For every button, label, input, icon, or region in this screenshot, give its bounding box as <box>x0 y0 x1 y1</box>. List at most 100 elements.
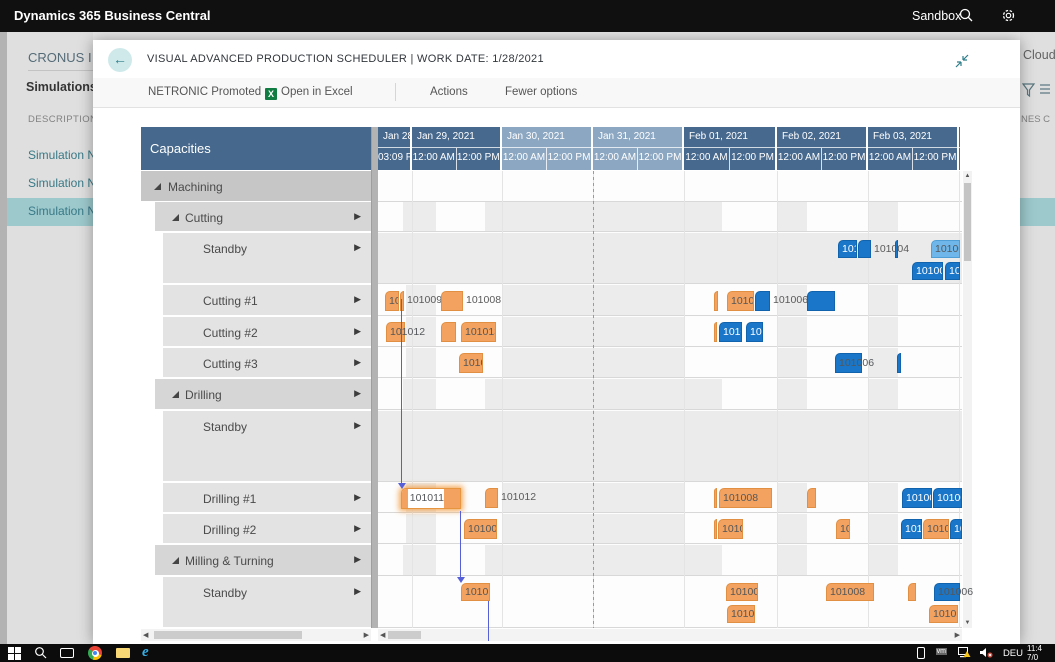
task-view-icon[interactable] <box>60 648 74 658</box>
gantt-row-drilling-1[interactable]: 101011 101012 101008 101006 10100 <box>378 483 962 513</box>
task-bar[interactable]: 1010 <box>459 353 483 373</box>
filter-icon[interactable] <box>1022 82 1052 98</box>
windows-start-icon[interactable] <box>8 647 22 661</box>
capacity-row-cutting[interactable]: Cutting ▶ <box>141 202 371 232</box>
capacity-row-standby-drilling[interactable]: Standby ▶ <box>141 411 371 482</box>
task-bar[interactable]: 10 <box>836 519 850 539</box>
task-bar[interactable] <box>755 291 770 311</box>
menu-fewer-options[interactable]: Fewer options <box>505 86 578 98</box>
scroll-right-arrow[interactable]: ▶ <box>954 632 960 639</box>
scroll-right-arrow[interactable]: ▶ <box>363 632 369 639</box>
task-bar[interactable] <box>441 291 463 311</box>
search-icon[interactable] <box>958 7 976 25</box>
task-bar[interactable]: 101008 <box>826 583 874 601</box>
capacity-row-machining[interactable]: Machining <box>141 171 371 202</box>
capacity-row-cutting-2[interactable]: Cutting #2 ▶ <box>141 317 371 347</box>
gantt-row-cutting-3[interactable]: 1010 101006 <box>378 348 962 378</box>
gantt-row-cutting[interactable] <box>378 202 962 232</box>
task-bar[interactable] <box>895 240 898 258</box>
gantt-row-standby-milling[interactable]: 1010 101009 101008 101006 10101. 10101. <box>378 577 973 628</box>
scroll-left-arrow[interactable]: ◀ <box>380 632 386 639</box>
taskbar-clock[interactable]: 11:4 7/0 <box>1027 644 1055 662</box>
chrome-icon[interactable] <box>88 646 102 660</box>
list-item[interactable]: Simulation N <box>28 148 93 162</box>
task-bar[interactable]: 1010 <box>727 291 754 311</box>
internet-explorer-icon[interactable]: e <box>142 644 149 660</box>
gantt-row-standby-cutting[interactable]: 101 101004 10100 10100 101 <box>378 233 962 284</box>
timescale-day[interactable] <box>959 127 962 170</box>
row-expand-arrow-icon[interactable]: ▶ <box>354 294 361 304</box>
list-item[interactable]: Simulation N <box>28 204 93 218</box>
pane-splitter[interactable] <box>371 127 378 628</box>
timescale-day[interactable]: Jan 29, 2021 12:00 AM 12:00 PM <box>412 127 502 170</box>
timescale-day[interactable]: Feb 01, 2021 12:00 AM 12:00 PM <box>684 127 777 170</box>
task-bar[interactable]: 101009 <box>464 519 497 539</box>
task-bar[interactable] <box>485 488 498 508</box>
volume-muted-icon[interactable] <box>980 647 993 658</box>
capacity-row-standby-cutting[interactable]: Standby ▶ <box>141 233 371 284</box>
task-bar[interactable]: 101012 <box>386 322 425 342</box>
scrollbar-thumb[interactable] <box>388 631 421 639</box>
task-bar[interactable]: 101 <box>838 240 857 258</box>
expand-triangle-icon[interactable] <box>172 557 179 564</box>
expand-triangle-icon[interactable] <box>154 183 161 190</box>
task-bar[interactable]: 101008 <box>719 488 772 508</box>
scroll-left-arrow[interactable]: ◀ <box>143 632 149 639</box>
task-bar[interactable]: 1010 <box>461 583 490 601</box>
back-button[interactable]: ← <box>108 48 132 72</box>
menu-actions[interactable]: Actions <box>430 86 468 98</box>
task-bar[interactable] <box>400 291 404 311</box>
scroll-down-arrow[interactable]: ▼ <box>964 620 971 626</box>
collapse-icon[interactable] <box>955 54 969 68</box>
tree-horizontal-scrollbar[interactable]: ◀ ▶ <box>141 629 371 641</box>
task-bar[interactable]: 10100 <box>931 240 960 258</box>
task-bar[interactable] <box>908 583 916 601</box>
list-item[interactable]: Simulation N <box>28 176 93 190</box>
scrollbar-thumb[interactable] <box>964 183 971 261</box>
row-expand-arrow-icon[interactable]: ▶ <box>354 586 361 596</box>
task-bar[interactable]: 101 <box>945 262 960 280</box>
task-bar[interactable]: 101 <box>746 322 763 342</box>
timescale-day[interactable]: Jan 28, 03:09 P <box>378 127 412 170</box>
task-bar[interactable] <box>858 240 871 258</box>
row-expand-arrow-icon[interactable]: ▶ <box>354 420 361 430</box>
capacity-row-drilling-2[interactable]: Drilling #2 ▶ <box>141 514 371 544</box>
capacity-row-cutting-1[interactable]: Cutting #1 ▶ <box>141 285 371 316</box>
open-in-excel-button[interactable]: X Open in Excel <box>265 86 353 100</box>
capacity-row-drilling[interactable]: Drilling ▶ <box>141 379 371 410</box>
gantt-row-cutting-1[interactable]: 10 101009 101008 1010 101006 <box>378 285 962 316</box>
gantt-row-cutting-2[interactable]: 101012 101013 1010 101 <box>378 317 962 347</box>
capacity-row-milling-turning[interactable]: Milling & Turning ▶ <box>141 545 371 576</box>
task-bar[interactable]: 10 <box>950 519 962 539</box>
task-bar[interactable] <box>714 291 718 311</box>
timescale-day[interactable]: Jan 30, 2021 12:00 AM 12:00 PM <box>502 127 593 170</box>
task-bar[interactable]: 10100 <box>933 488 962 508</box>
capacity-row-drilling-1[interactable]: Drilling #1 ▶ <box>141 483 371 513</box>
task-bar[interactable] <box>897 353 901 373</box>
timescale-day[interactable]: Feb 02, 2021 12:00 AM 12:00 PM <box>777 127 868 170</box>
task-bar[interactable]: 101013 <box>461 322 496 342</box>
language-indicator[interactable]: DEU <box>1002 648 1023 659</box>
network-warning-icon[interactable] <box>958 647 971 658</box>
settings-gear-icon[interactable] <box>1000 7 1018 25</box>
task-bar[interactable]: 101006 <box>902 488 932 508</box>
row-expand-arrow-icon[interactable]: ▶ <box>354 388 361 398</box>
task-bar[interactable]: 101006 <box>835 353 874 373</box>
capacity-row-cutting-3[interactable]: Cutting #3 ▶ <box>141 348 371 378</box>
gantt-row-milling-turning[interactable] <box>378 545 962 576</box>
selected-task-bar[interactable]: 101011 <box>401 488 461 509</box>
timescale-day[interactable]: Feb 03, 2021 12:00 AM 12:00 PM <box>868 127 959 170</box>
task-bar[interactable]: 101006 <box>934 583 973 601</box>
task-bar[interactable] <box>714 519 717 539</box>
capacity-row-standby-milling[interactable]: Standby ▶ <box>141 577 371 628</box>
task-bar[interactable]: 1010 <box>923 519 949 539</box>
task-bar[interactable]: 101 <box>901 519 922 539</box>
task-bar[interactable] <box>714 322 717 342</box>
row-expand-arrow-icon[interactable]: ▶ <box>354 211 361 221</box>
task-bar[interactable]: 10101. <box>929 605 958 623</box>
row-expand-arrow-icon[interactable]: ▶ <box>354 554 361 564</box>
expand-triangle-icon[interactable] <box>172 214 179 221</box>
row-expand-arrow-icon[interactable]: ▶ <box>354 523 361 533</box>
task-bar[interactable] <box>441 322 456 342</box>
row-expand-arrow-icon[interactable]: ▶ <box>354 242 361 252</box>
